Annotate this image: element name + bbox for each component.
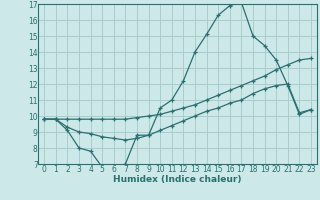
X-axis label: Humidex (Indice chaleur): Humidex (Indice chaleur) xyxy=(113,175,242,184)
